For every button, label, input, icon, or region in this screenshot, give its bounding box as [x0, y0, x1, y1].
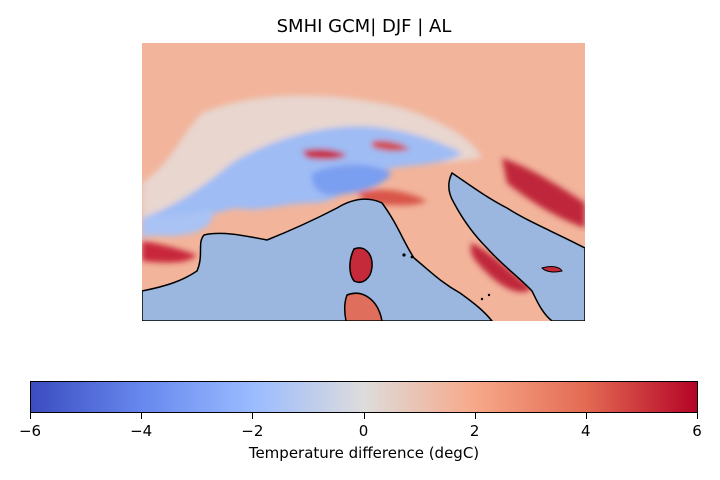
small-island-1 [402, 253, 406, 257]
colorbar-tick-label: −4 [130, 422, 153, 440]
temperature-difference-map [142, 43, 585, 321]
alps-hot-spot-2 [372, 140, 410, 152]
small-island-2 [410, 255, 414, 259]
colorbar-label: Temperature difference (degC) [248, 444, 480, 462]
apennine-south-hot [470, 243, 532, 293]
colorbar-tick-label: −2 [241, 422, 264, 440]
colorbar-tick-label: 4 [581, 422, 591, 440]
small-island-4 [487, 293, 491, 297]
sea-adriatic [448, 171, 585, 321]
colorbar-tick-mark [363, 413, 365, 419]
colorbar-tick-label: 6 [692, 422, 702, 440]
sardinia-outline [343, 292, 383, 321]
west-cool-patch [142, 208, 213, 238]
spain-hot [142, 241, 197, 263]
colorbar-tick-mark [585, 413, 587, 419]
colorbar [30, 381, 698, 413]
corsica-outline [349, 247, 373, 283]
colorbar-tick-label: −6 [18, 422, 42, 440]
balkan-hot [502, 158, 585, 228]
small-island-3 [480, 297, 484, 301]
colorbar-tick-mark [252, 413, 254, 419]
po-valley-cool-core [311, 164, 392, 196]
sicily-tip [541, 266, 563, 273]
colorbar-tick-mark [474, 413, 476, 419]
sea-mediterranean [142, 198, 493, 321]
alps-hot-spot-1 [302, 148, 347, 160]
alps-cool-band [142, 126, 462, 233]
colorbar-tick-label: 0 [358, 422, 369, 440]
colorbar-tick-mark [141, 413, 143, 419]
colorbar-tick-label: 2 [469, 422, 480, 440]
colorbar-tick-mark [30, 413, 31, 419]
plot-title: SMHI GCM| DJF | AL [276, 16, 452, 37]
colorbar-tick-mark [697, 413, 698, 419]
